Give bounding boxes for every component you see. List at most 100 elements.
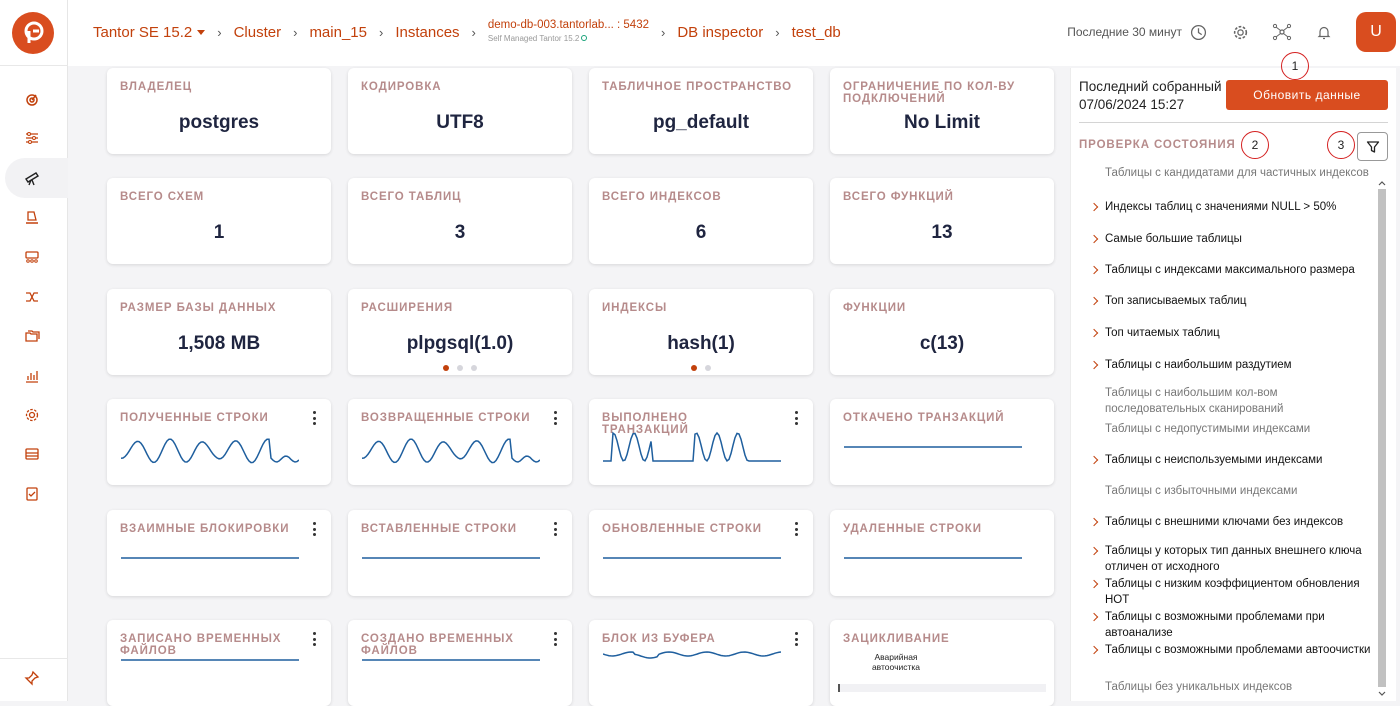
status-ok-icon <box>581 34 588 41</box>
health-check-panel: Последний собранный 07/06/2024 15:27 Обн… <box>1070 52 1396 701</box>
pin-icon[interactable] <box>22 668 42 688</box>
carousel-dot[interactable] <box>471 365 477 371</box>
metric-label: ОТКАЧЕНО ТРАНЗАКЦИЙ <box>843 412 1005 424</box>
health-check-item[interactable]: Таблицы с низким коэффициентом обновлени… <box>1087 576 1373 608</box>
carousel-dot[interactable] <box>705 365 711 371</box>
metric-card: ОБНОВЛЕННЫЕ СТРОКИ <box>589 510 813 596</box>
wraparound-bar <box>838 684 1046 692</box>
more-menu-icon[interactable] <box>795 411 799 425</box>
crumb-instance[interactable]: demo-db-003.tantorlab... : 5432 Self Man… <box>487 19 649 43</box>
sparkline <box>603 557 781 559</box>
more-menu-icon[interactable] <box>795 522 799 536</box>
network-icon[interactable] <box>1272 22 1292 42</box>
carousel-dot[interactable] <box>457 365 463 371</box>
health-check-label: Таблицы у которых тип данных внешнего кл… <box>1105 545 1362 573</box>
health-check-item[interactable]: Таблицы без уникальных индексов <box>1087 679 1373 695</box>
health-check-item[interactable]: Таблицы с наибольшим раздутием <box>1087 357 1373 373</box>
gear-icon[interactable] <box>22 405 42 425</box>
metric-card: ВЗАИМНЫЕ БЛОКИРОВКИ <box>107 510 331 596</box>
carousel-dot[interactable] <box>443 365 449 371</box>
gear-icon[interactable] <box>1230 22 1250 42</box>
health-check-item[interactable]: Индексы таблиц с значениями NULL > 50% <box>1087 199 1373 215</box>
telescope-icon[interactable] <box>22 168 42 188</box>
more-menu-icon[interactable] <box>313 632 317 646</box>
more-menu-icon[interactable] <box>795 632 799 646</box>
metric-label: ВЗАИМНЫЕ БЛОКИРОВКИ <box>120 523 290 535</box>
health-check-label: Таблицы с возможными проблемами автоочис… <box>1105 644 1371 656</box>
chevron-right-icon <box>1089 202 1099 212</box>
health-check-label: Таблицы с наибольшим раздутием <box>1105 359 1292 371</box>
metric-card: ВЫПОЛНЕНО ТРАНЗАКЦИЙ <box>589 399 813 485</box>
health-check-item[interactable]: Таблицы с возможными проблемами при авто… <box>1087 609 1373 641</box>
breadcrumb: Tantor SE 15.2 › Cluster › main_15 › Ins… <box>93 19 841 43</box>
health-check-item[interactable]: Топ записываемых таблиц <box>1087 293 1373 309</box>
instance-type: Self Managed Tantor 15.2 <box>487 33 580 43</box>
monitor-icon[interactable] <box>22 207 42 227</box>
last-collected: Последний собранный 07/06/2024 15:27 <box>1079 79 1222 112</box>
more-menu-icon[interactable] <box>554 632 558 646</box>
stat-card: ВСЕГО ТАБЛИЦ 3 <box>348 178 572 264</box>
more-menu-icon[interactable] <box>313 522 317 536</box>
metric-label: ВЫПОЛНЕНО ТРАНЗАКЦИЙ <box>602 412 689 436</box>
stat-value: No Limit <box>904 112 980 133</box>
crumb-cluster[interactable]: Cluster <box>233 23 282 41</box>
health-check-item[interactable]: Самые большие таблицы <box>1087 231 1373 247</box>
health-check-item[interactable]: Топ читаемых таблиц <box>1087 325 1373 341</box>
health-check-item[interactable]: Таблицы с недопустимыми индексами <box>1087 421 1373 437</box>
database-icon[interactable] <box>22 444 42 464</box>
metric-card: ПОЛУЧЕННЫЕ СТРОКИ <box>107 399 331 485</box>
health-check-item[interactable]: Таблицы с кандидатами для частичных инде… <box>1087 165 1373 181</box>
stat-card: ВСЕГО ФУНКЦИЙ 13 <box>830 178 1054 264</box>
annotation-2: 2 <box>1241 131 1269 159</box>
health-check-title: ПРОВЕРКА СОСТОЯНИЯ <box>1079 139 1236 151</box>
more-menu-icon[interactable] <box>554 411 558 425</box>
health-check-item[interactable]: Таблицы с неиспользуемыми индексами <box>1087 452 1373 468</box>
stat-label: ВСЕГО СХЕМ <box>120 191 205 203</box>
sparkline <box>844 557 1022 559</box>
more-menu-icon[interactable] <box>554 522 558 536</box>
health-check-item[interactable]: Таблицы с наибольшим кол-вом последовате… <box>1087 385 1373 417</box>
metric-card: ЗАПИСАНО ВРЕМЕННЫХ ФАЙЛОВ <box>107 620 331 706</box>
bar-chart-icon[interactable] <box>22 366 42 386</box>
chevron-right-icon <box>1089 234 1099 244</box>
health-check-item[interactable]: Таблицы с возможными проблемами автоочис… <box>1087 642 1373 658</box>
shuffle-icon[interactable] <box>22 287 42 307</box>
health-check-item[interactable]: Таблицы с избыточными индексами <box>1087 483 1373 499</box>
checklist-icon[interactable] <box>22 484 42 504</box>
scrollbar[interactable] <box>1376 179 1388 698</box>
sparkline <box>362 557 540 559</box>
clock-icon[interactable] <box>1188 22 1208 42</box>
stat-label: ВЛАДЕЛЕЦ <box>120 81 193 93</box>
filter-button[interactable] <box>1357 132 1388 161</box>
health-check-item[interactable]: Таблицы у которых тип данных внешнего кл… <box>1087 543 1373 575</box>
stat-value: postgres <box>178 112 260 133</box>
carousel-dot[interactable] <box>691 365 697 371</box>
more-menu-icon[interactable] <box>313 411 317 425</box>
crumb-instances[interactable]: Instances <box>395 23 460 41</box>
health-check-label: Таблицы с индексами максимального размер… <box>1105 264 1355 276</box>
folders-icon[interactable] <box>22 326 42 346</box>
health-check-label: Самые большие таблицы <box>1105 233 1242 245</box>
stat-card: ТАБЛИЧНОЕ ПРОСТРАНСТВО pg_default <box>589 68 813 154</box>
product-selector[interactable]: Tantor SE 15.2 <box>93 24 206 41</box>
time-period[interactable]: Последние 30 минут <box>1067 25 1182 39</box>
refresh-data-button[interactable]: Обновить данные <box>1226 80 1388 110</box>
crumb-main[interactable]: main_15 <box>309 23 367 41</box>
stat-label: РАСШИРЕНИЯ <box>361 302 453 314</box>
bell-icon[interactable] <box>1314 22 1334 42</box>
settings-sliders-icon[interactable] <box>22 128 42 148</box>
scrollbar-thumb[interactable] <box>1378 189 1386 687</box>
tantor-logo-icon[interactable] <box>12 12 54 54</box>
avatar[interactable]: U <box>1356 12 1396 52</box>
health-check-item[interactable]: Таблицы с внешними ключами без индексов <box>1087 514 1373 530</box>
crumb-db[interactable]: test_db <box>791 23 841 41</box>
wraparound-label: Аварийная автоочистка <box>871 652 921 672</box>
dashboard-icon[interactable] <box>22 89 42 109</box>
chevron-right-icon <box>1089 296 1099 306</box>
filter-icon <box>1366 140 1379 153</box>
chevron-right-icon: › <box>661 24 666 40</box>
servers-icon[interactable] <box>22 247 42 267</box>
annotation-1: 1 <box>1281 52 1309 80</box>
crumb-db-inspector[interactable]: DB inspector <box>677 23 764 41</box>
health-check-item[interactable]: Таблицы с индексами максимального размер… <box>1087 262 1373 278</box>
